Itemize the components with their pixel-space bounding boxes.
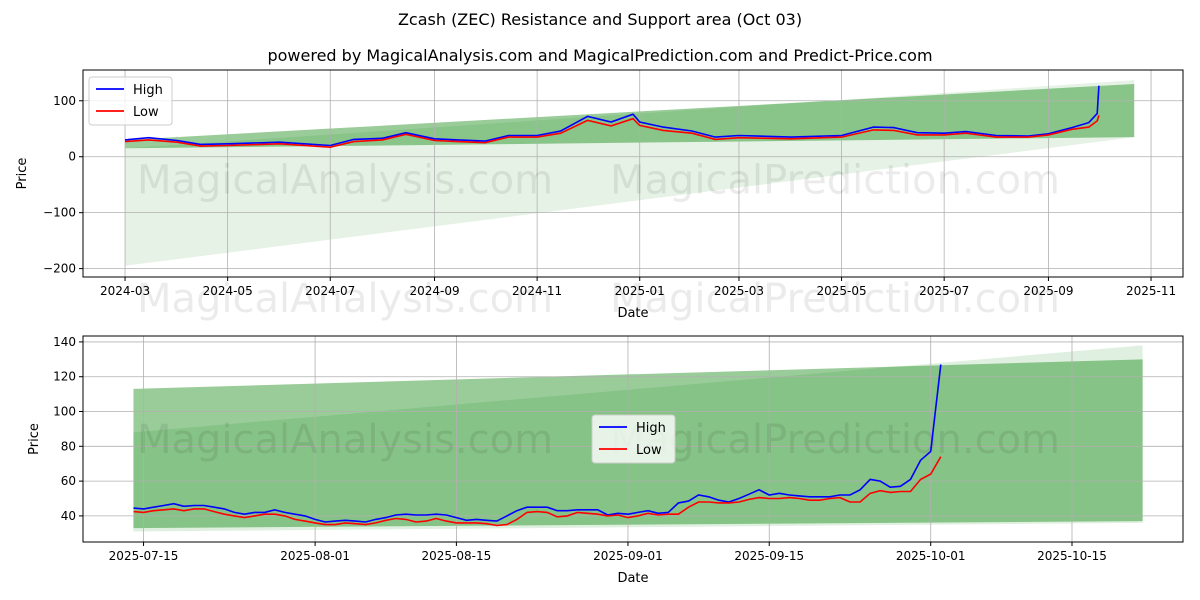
x-tick-label: 2025-05 xyxy=(816,284,866,298)
x-tick-label: 2024-07 xyxy=(305,284,355,298)
x-tick-label: 2025-10-01 xyxy=(896,549,966,563)
low-line xyxy=(133,456,942,527)
watermark: MagicalAnalysis.com xyxy=(137,276,553,322)
legend: High Low xyxy=(88,76,173,126)
x-tick-label: 2025-09-01 xyxy=(593,549,663,563)
y-tick-label: 40 xyxy=(61,509,76,523)
x-tick-label: 2024-09 xyxy=(409,284,459,298)
x-tick-label: 2025-07-15 xyxy=(109,549,179,563)
y-tick-label: −100 xyxy=(43,206,76,220)
y-axis-label: Price xyxy=(15,158,30,190)
axes-frame xyxy=(82,69,1184,278)
y-tick-label: 60 xyxy=(61,474,76,488)
x-axis-label: Date xyxy=(617,571,648,586)
forecast-band-1 xyxy=(125,80,1135,266)
x-tick-label: 2025-07 xyxy=(919,284,969,298)
x-tick-label: 2025-08-15 xyxy=(422,549,492,563)
watermark: MagicalPrediction.com xyxy=(610,276,1060,322)
subplot-2: 2025-07-15 2025-08-01 2025-08-15 2025-09-01… xyxy=(27,335,1184,586)
legend: High Low xyxy=(591,414,676,464)
watermark: MagicalAnalysis.com xyxy=(137,158,553,204)
legend-label: Low xyxy=(636,443,662,458)
high-line xyxy=(124,85,1100,147)
y-tick-label: 120 xyxy=(53,370,76,384)
watermark: MagicalAnalysis.com xyxy=(137,417,553,463)
x-tick-label: 2025-10-15 xyxy=(1037,549,1107,563)
legend-label: High xyxy=(636,421,666,436)
chart-title: Zcash (ZEC) Resistance and Support area … xyxy=(397,10,803,29)
subplot-1: 2024-03 2024-05 2024-07 2024-09 2024-11 2025-… xyxy=(15,69,1184,322)
y-tick-label: 100 xyxy=(53,94,76,108)
low-line xyxy=(124,115,1100,149)
x-tick-label: 2025-08-01 xyxy=(280,549,350,563)
high-line xyxy=(133,364,942,523)
x-tick-label: 2024-11 xyxy=(512,284,562,298)
x-tick-label: 2025-11 xyxy=(1126,284,1176,298)
y-tick-label: −200 xyxy=(43,262,76,276)
y-tick-label: 140 xyxy=(53,335,76,349)
watermark: MagicalPrediction.com xyxy=(610,158,1060,204)
y-tick-label: 0 xyxy=(68,150,76,164)
x-tick-label: 2025-03 xyxy=(714,284,764,298)
legend-label: High xyxy=(133,83,163,98)
x-axis-label: Date xyxy=(617,306,648,321)
chart-subtitle: powered by MagicalAnalysis.com and Magic… xyxy=(267,46,933,65)
watermark: MagicalPrediction.com xyxy=(610,417,1060,463)
legend-label: Low xyxy=(133,105,159,120)
y-axis-label: Price xyxy=(27,423,42,455)
y-tick-label: 100 xyxy=(53,405,76,419)
x-tick-label: 2025-01 xyxy=(615,284,665,298)
x-tick-label: 2024-05 xyxy=(203,284,253,298)
x-tick-label: 2025-09-15 xyxy=(734,549,804,563)
x-tick-label: 2024-03 xyxy=(100,284,150,298)
x-tick-label: 2025-09 xyxy=(1023,284,1073,298)
axes-frame xyxy=(82,335,1184,543)
y-tick-label: 80 xyxy=(61,439,76,453)
